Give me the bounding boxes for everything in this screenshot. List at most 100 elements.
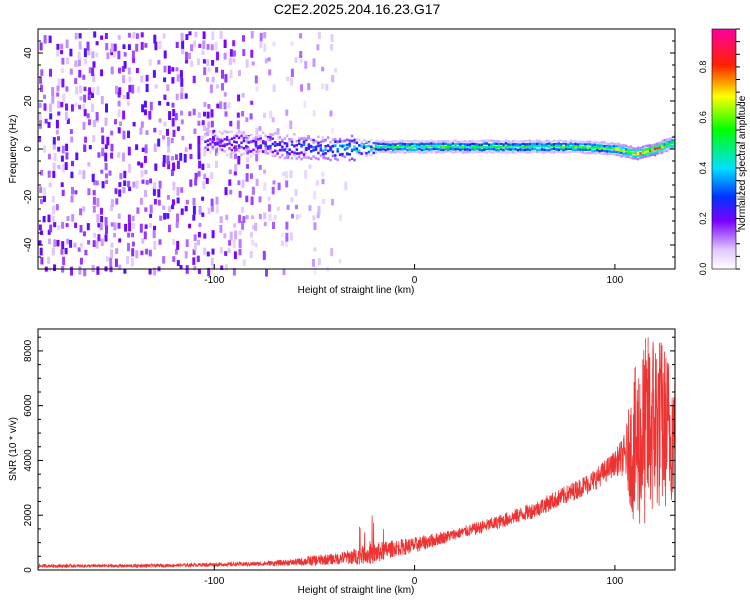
spectrogram-cell [237,129,241,133]
spectrogram-cell [149,204,153,214]
spectrogram-cell [473,151,476,154]
spectrogram-cell [225,130,229,134]
spectrogram-cell [427,144,431,148]
spectrogram-cell [673,139,676,142]
spectrogram-cell [334,137,337,141]
spectrogram-cell [141,147,145,152]
spectrogram-cell [299,58,303,64]
spectrogram-cell [55,129,59,135]
spectrogram-cell [639,156,642,160]
spectrogram-cell [543,145,546,148]
spectrogram-cell [298,139,301,142]
spectrogram-cell [394,147,397,151]
spectrogram-cell [198,160,202,169]
spectrogram-cell [185,239,189,247]
spectrogram-cell [526,139,529,143]
spectrogram-cell [180,187,184,193]
spectrogram-cell [40,199,43,204]
spectrogram-cell [198,206,202,215]
spectrogram-cell [202,40,206,50]
spectrogram-cell [206,148,210,151]
spectrogram-cell [92,87,96,94]
spectrogram-cell [203,233,207,239]
spectrogram-cell [285,232,289,242]
spectrogram-cell [420,139,423,143]
spectrogram-cell [574,145,577,148]
spectrogram-cell [70,195,74,203]
spectrogram-cell [158,130,162,136]
spectrogram-cell [48,182,52,188]
spectrogram-cell [367,142,371,145]
spectrogram-cell [586,142,589,146]
spectrogram-cell [224,111,228,117]
spectrogram-cell [240,134,243,138]
spectrogram-cell [268,213,272,221]
spectrogram-cell [379,148,383,151]
spectrogram-cell [451,139,455,143]
spectrogram-cell [468,140,472,143]
spectrogram-cell [242,49,246,56]
spectrogram-cell [223,39,227,48]
spectrogram-cell [207,163,211,168]
spectrogram-cell [641,156,645,159]
spectrogram-cell [193,234,197,241]
spectrogram-cell [242,130,246,140]
spectrogram-cell [211,133,214,136]
spectrogram-cell [588,140,592,143]
spectrogram-cell [346,147,349,150]
spectrogram-cell [423,148,426,151]
spectrogram-cell [487,145,491,148]
spectrogram-cell [192,214,196,221]
spectrogram-cell [290,150,294,154]
spectrogram-cell [610,152,613,156]
spectrogram-cell [511,145,515,148]
spectrogram-cell [519,150,522,153]
spectrogram-cell [396,142,399,145]
spectrogram-cell [629,148,633,152]
spectrogram-cell [258,165,262,170]
spectrogram-cell [552,144,556,148]
spectrogram-cell [258,213,262,220]
spectrogram-cell [305,146,308,150]
spectrogram-cell [83,109,87,117]
spectrogram-cell [92,135,96,142]
spectrogram-cell [334,68,337,73]
spectrogram-cell [252,137,255,140]
spectrogram-cell [379,145,383,149]
spectrogram-cell [355,151,359,155]
spectrogram-cell [75,86,79,95]
spectrogram-cell [624,155,628,158]
spectrogram-cell [245,149,248,152]
spectrogram-cell [115,85,118,95]
spectrogram-cell [651,146,654,149]
spectrogram-cell [51,215,55,222]
spectrogram-cell [449,144,452,148]
spectrogram-cell [203,102,207,107]
spectrogram-cell [399,139,402,143]
spectrogram-cell [668,137,671,141]
spectrogram-cell [538,144,541,148]
spectrogram-cell [184,251,188,259]
spectrogram-cell [451,148,455,151]
spectrogram-cell [157,189,161,198]
spectrogram-cell [358,149,361,153]
spectrogram-cell [240,131,243,135]
spectrogram-cell [77,247,81,252]
spectrogram-cell [132,122,136,127]
spectrogram-cell [167,144,171,153]
spectrogram-cell [53,239,57,247]
spectrogram-cell [131,232,135,238]
spectrogram-cell [43,94,46,100]
spectrogram-cell [382,145,385,149]
spectrogram-cell [78,69,82,78]
spectrogram-cell [528,150,532,154]
spectrogram-cell [454,147,457,151]
spectrogram-cell [552,139,556,143]
spectrogram-cell [53,152,57,161]
spectrogram-cell [194,172,198,179]
spectrogram-cell [504,145,508,149]
spectrogram-cell [322,199,326,205]
spectrogram-cell [550,148,553,151]
spectrogram-cell [348,139,351,142]
spectrogram-cell [86,223,90,231]
